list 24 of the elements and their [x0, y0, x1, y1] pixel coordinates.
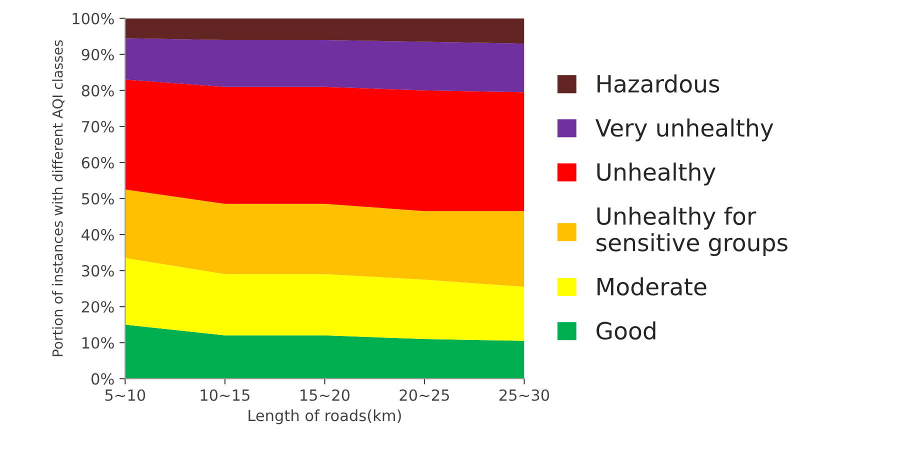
y-tick-label: 20% — [82, 301, 114, 313]
legend-label: Good — [596, 321, 656, 340]
x-tick-label: 15~20 — [300, 389, 350, 401]
legend-label: Moderate — [598, 277, 706, 296]
legend-label: Hazardous — [598, 74, 720, 93]
y-tick-label: 50% — [82, 192, 114, 205]
y-tick-label: 90% — [82, 48, 114, 60]
y-tick-label: 100% — [72, 12, 114, 24]
y-axis-title: Portion of instances with different AQI classes — [52, 40, 64, 356]
x-tick-label: 10~15 — [200, 389, 250, 401]
x-tick-label: 20~25 — [400, 389, 449, 401]
y-tick-label: 80% — [82, 84, 114, 96]
x-tick-label: 25~30 — [500, 389, 550, 401]
y-tick-label: 30% — [82, 265, 114, 277]
y-tick-label: 40% — [82, 229, 114, 241]
y-tick-label: 60% — [82, 156, 114, 169]
x-tick-label: 5~10 — [105, 389, 146, 401]
y-tick-label: 10% — [82, 337, 114, 349]
legend-label: Very unhealthy — [595, 118, 774, 142]
legend-label: Unhealthy for sensitive groups — [596, 206, 788, 256]
x-axis-title: Length of roads(km) — [248, 409, 401, 424]
y-tick-label: 0% — [92, 373, 114, 385]
legend-label: Unhealthy — [597, 162, 716, 186]
y-tick-label: 70% — [82, 120, 114, 132]
